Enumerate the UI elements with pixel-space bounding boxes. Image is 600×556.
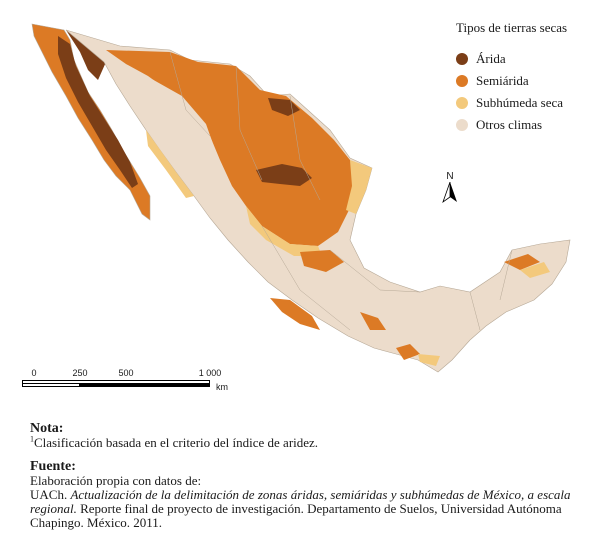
southern-semiarid-patch-2 (360, 312, 386, 330)
source-heading: Fuente: (30, 459, 76, 474)
source-details: Reporte final de proyecto de investigaci… (30, 501, 562, 530)
central-semiarid-patch (300, 250, 344, 272)
baja-arid-zone (58, 36, 138, 188)
scale-unit: km (216, 382, 228, 392)
note-superscript: 1 (30, 434, 34, 444)
sierra-other-climates (150, 78, 226, 196)
southern-semiarid-patch-1 (270, 298, 320, 330)
legend-swatch-arida (456, 53, 468, 65)
legend-swatch-otros-climas (456, 119, 468, 131)
scale-bar: 0 250 500 1 000 km (22, 368, 234, 398)
scale-segment-top (22, 380, 210, 384)
north-arrow-icon (442, 181, 457, 204)
legend-label: Subhúmeda seca (476, 95, 564, 110)
scale-tick-500: 500 (118, 368, 134, 378)
oaxaca-semiarid-patch (396, 344, 420, 360)
note-heading: Nota: (30, 421, 64, 436)
yucatan-semiarid-patch (504, 254, 540, 270)
source-citation: UACh. Actualización de la delimitación d… (30, 488, 590, 530)
note-body: Clasificación basada en el criterio del … (34, 435, 319, 450)
legend-title: Tipos de tierras secas (456, 20, 568, 35)
note-text: 1Clasificación basada en el criterio del… (30, 434, 590, 450)
notes-section: Nota: 1Clasificación basada en el criter… (30, 422, 590, 530)
map-legend: Tipos de tierras secas Árida Semiárida S… (456, 20, 596, 136)
legend-label: Semiárida (476, 73, 529, 88)
subhumid-south-coast (418, 354, 440, 366)
scale-tick-1000: 1 000 (198, 368, 222, 378)
coahuila-arid-zone (268, 98, 300, 116)
source-title: Actualización de la delimitación de zona… (30, 487, 571, 516)
chihuahuan-arid-zone (256, 164, 312, 186)
legend-item-arida: Árida (456, 48, 596, 70)
legend-swatch-subhumeda-seca (456, 97, 468, 109)
state-boundaries (169, 51, 513, 331)
subhumid-fringe-west (146, 130, 194, 198)
mexico-drylands-map (31, 23, 571, 373)
legend-item-otros-climas: Otros climas (456, 114, 596, 136)
yucatan-subhumid-patch (520, 262, 550, 278)
subhumid-central-band (246, 206, 322, 256)
northern-semiarid-zone (106, 50, 360, 246)
source-line1: Elaboración propia con datos de: (30, 473, 202, 488)
source-author: UACh. (30, 487, 71, 502)
scale-tick-250: 250 (72, 368, 88, 378)
scale-tick-0: 0 (31, 368, 37, 378)
north-arrow: N (440, 172, 460, 209)
legend-item-subhumeda-seca: Subhúmeda seca (456, 92, 596, 114)
legend-swatch-semiarida (456, 75, 468, 87)
legend-label: Otros climas (476, 117, 543, 132)
subhumid-fringe-east (346, 160, 372, 214)
legend-label: Árida (476, 51, 506, 66)
legend-item-semiarida: Semiárida (456, 70, 596, 92)
north-letter: N (446, 171, 454, 182)
